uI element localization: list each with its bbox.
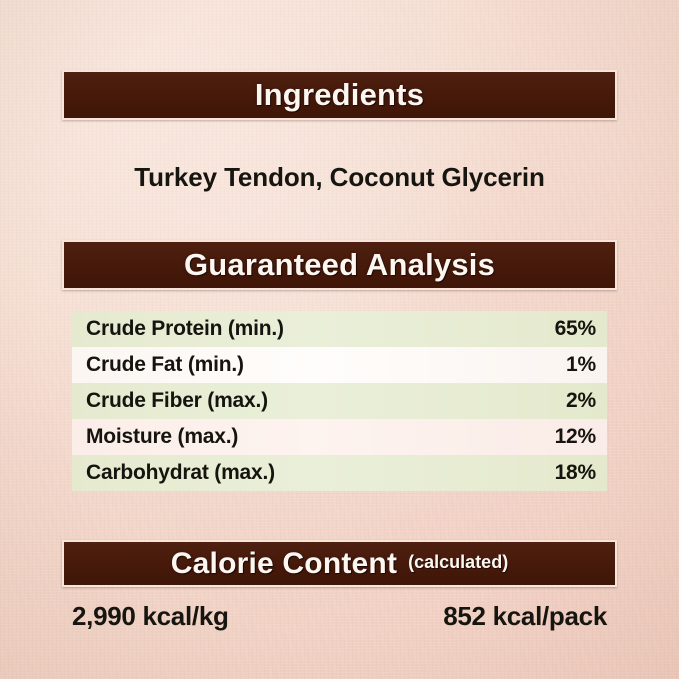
calorie-content-section-header: Calorie Content (calculated) [62,540,617,587]
ingredients-list-text: Turkey Tendon, Coconut Glycerin [134,162,545,192]
nutrient-amount: 12% [554,425,597,448]
table-row: Crude Fat (min.) 1% [72,347,607,383]
nutrient-label: Crude Fat (min.) [86,353,244,376]
ingredients-section-header: Ingredients [62,70,617,120]
nutrient-label: Crude Protein (min.) [86,317,284,340]
table-row: Crude Protein (min.) 65% [72,311,607,347]
nutrient-label: Carbohydrat (max.) [86,461,275,484]
nutrient-label: Crude Fiber (max.) [86,389,268,412]
ingredients-header-title: Ingredients [254,77,425,112]
nutrient-amount: 1% [566,353,596,376]
table-row: Carbohydrat (max.) 18% [72,455,607,491]
guaranteed-analysis-table: Crude Protein (min.) 65% Crude Fat (min.… [72,311,607,491]
guaranteed-analysis-section-header: Guaranteed Analysis [62,240,617,290]
calorie-content-header-note: (calculated) [408,552,509,572]
nutrient-amount: 65% [554,317,597,340]
calorie-per-kg-value: 2,990 kcal/kg [72,601,229,631]
calorie-values-row: 2,990 kcal/kg 852 kcal/pack [72,601,607,632]
guaranteed-analysis-header-title: Guaranteed Analysis [183,247,496,282]
calorie-per-pack-value: 852 kcal/pack [443,601,607,631]
calorie-content-header-title: Calorie Content [170,546,398,580]
nutrient-amount: 2% [566,389,596,412]
table-row: Crude Fiber (max.) 2% [72,383,607,419]
table-row: Moisture (max.) 12% [72,419,607,455]
nutrient-amount: 18% [554,461,597,484]
nutrient-label: Moisture (max.) [86,425,239,448]
